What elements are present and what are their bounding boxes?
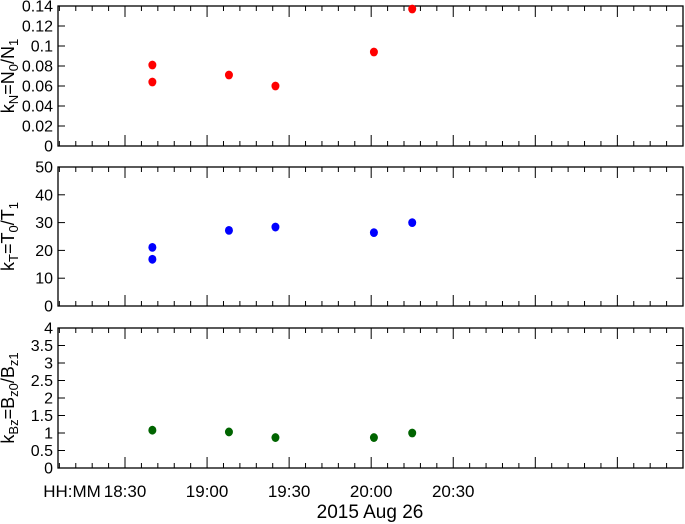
y-label-text: k (0, 261, 18, 271)
panel-frame (57, 5, 684, 147)
y-tick-label: 1 (44, 426, 53, 443)
data-point (408, 218, 417, 228)
y-tick-label: 20 (35, 243, 53, 260)
y-label-subscript: z0 (6, 383, 21, 397)
data-point (148, 254, 157, 264)
y-label-subscript: z1 (6, 352, 21, 366)
x-axis-title: 2015 Aug 26 (317, 502, 424, 523)
x-tick-label: 20:30 (432, 482, 475, 501)
y-tick-label: 0 (44, 461, 53, 478)
data-point (148, 77, 157, 87)
y-tick-label: 0.1 (31, 39, 53, 56)
data-point (271, 433, 280, 442)
y-tick-label: 0.14 (22, 0, 53, 16)
x-tick-label: 20:00 (350, 482, 393, 501)
y-axis-label: kN=N0/N1 (0, 39, 21, 113)
y-label-subscript: N (6, 95, 21, 104)
y-tick-label: 0.06 (22, 79, 53, 96)
data-point (369, 433, 378, 442)
y-tick-label: 3.5 (31, 338, 53, 355)
y-tick-label: 1.5 (31, 408, 53, 425)
y-tick-label: 2 (44, 391, 53, 408)
y-tick-label: 30 (35, 215, 53, 232)
data-point (369, 228, 378, 238)
y-axis-label: kT=T0/T1 (0, 202, 21, 271)
data-point (271, 81, 280, 91)
y-label-text: =T (0, 233, 18, 255)
y-tick-label: 0.08 (22, 59, 53, 76)
y-axis-label: kBz=Bz0/Bz1 (0, 352, 21, 443)
y-tick-label: 0.02 (22, 119, 53, 136)
y-label-subscript: Bz (6, 419, 21, 434)
y-label-text: k (0, 103, 18, 113)
y-tick-label: 0 (44, 299, 53, 316)
data-point (271, 222, 280, 232)
y-tick-label: 3 (44, 356, 53, 373)
y-tick-label: 50 (35, 160, 53, 177)
data-point (148, 425, 157, 435)
x-tick-label: 19:30 (268, 482, 311, 501)
panel-frame (57, 166, 684, 307)
y-label-text: =N (0, 71, 18, 95)
y-label-subscript: 1 (6, 39, 21, 46)
y-label-text: =B (0, 397, 18, 420)
y-label-subscript: T (6, 254, 21, 262)
y-label-text: k (0, 434, 18, 444)
y-tick-label: 4 (44, 321, 53, 338)
y-label-subscript: 0 (6, 64, 21, 71)
panel-frame (57, 327, 684, 469)
y-tick-label: 10 (35, 271, 53, 288)
y-tick-label: 0.5 (31, 443, 53, 460)
y-tick-label: 0.04 (22, 99, 53, 116)
data-point (408, 428, 417, 438)
x-tick-label: 19:00 (186, 482, 229, 501)
y-tick-label: 2.5 (31, 373, 53, 390)
x-tick-label: 18:30 (104, 482, 147, 501)
x-axis-prefix: HH:MM (43, 482, 101, 501)
data-point (148, 242, 157, 252)
data-point (224, 427, 233, 437)
y-tick-label: 0 (44, 139, 53, 156)
data-point (224, 70, 233, 80)
data-point (408, 4, 417, 14)
y-label-subscript: 0 (6, 225, 21, 232)
y-label-subscript: 1 (6, 202, 21, 209)
data-point (148, 60, 157, 70)
data-point (224, 225, 233, 235)
data-point (369, 47, 378, 57)
y-label-text: /T (0, 209, 18, 225)
y-tick-label: 0.12 (22, 19, 53, 36)
y-label-text: /B (0, 366, 18, 383)
y-label-text: /N (0, 46, 18, 64)
y-tick-label: 40 (35, 187, 53, 204)
